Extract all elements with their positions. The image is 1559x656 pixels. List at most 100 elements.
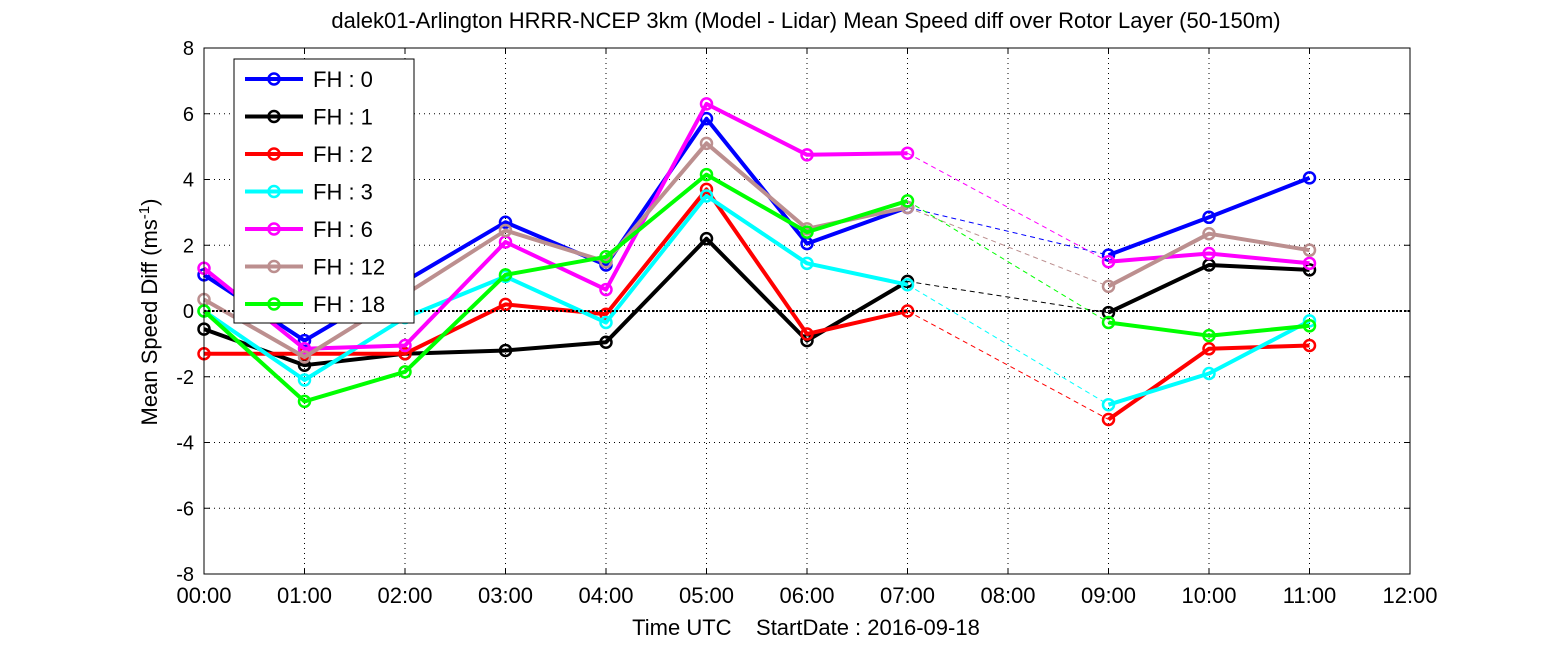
x-tick-label: 07:00 <box>880 583 935 608</box>
legend-label: FH : 12 <box>313 255 385 280</box>
data-point <box>297 373 312 387</box>
data-point <box>398 338 412 353</box>
y-tick-label: -2 <box>176 367 194 389</box>
data-point <box>398 346 412 361</box>
x-tick-label: 08:00 <box>980 583 1035 608</box>
series-line <box>203 141 908 359</box>
y-tick-label: -6 <box>176 498 194 520</box>
legend-marker <box>267 259 281 274</box>
legend-marker <box>267 147 281 161</box>
series-line <box>1107 319 1311 407</box>
data-point <box>498 343 513 358</box>
data-point <box>599 250 613 264</box>
x-axis-ticks: 00:00 01:00 02:00 03:00 04:00 05:00 06:00 07:00… <box>176 48 1438 608</box>
data-point <box>599 335 613 349</box>
y-axis-ticks: -8 -6 -4 -2 0 2 4 6 8 <box>176 38 1410 586</box>
legend-item: FH : 0 <box>245 67 373 92</box>
y-axis-label: Mean Speed Diff (ms-1) <box>136 199 162 426</box>
x-tick-label: 10:00 <box>1181 583 1236 608</box>
data-point <box>599 282 613 297</box>
series-line <box>202 193 908 382</box>
legend-item: FH : 1 <box>245 105 373 130</box>
data-point <box>297 394 312 409</box>
data-point <box>1302 338 1317 353</box>
y-tick-label: 0 <box>183 301 194 323</box>
gap-connectors <box>907 152 1109 420</box>
data-point <box>297 350 312 364</box>
legend-label: FH : 0 <box>313 67 373 92</box>
legend: FH : 0 FH : 1 FH : 2 FH : 3 FH : 6 FH : 12 FH … <box>233 58 415 324</box>
gap-connector <box>907 310 1109 420</box>
y-axis-label-sup: -1 <box>136 206 153 219</box>
data-point <box>1101 397 1116 412</box>
x-tick-label: 00:00 <box>176 583 231 608</box>
data-point <box>900 194 915 208</box>
data-point <box>699 136 714 151</box>
legend-item: FH : 2 <box>245 142 373 167</box>
data-point <box>1202 366 1216 381</box>
legend-item: FH : 6 <box>245 217 373 242</box>
chart-title: dalek01-Arlington HRRR-NCEP 3km (Model -… <box>331 8 1280 33</box>
legend-label: FH : 6 <box>313 217 373 242</box>
x-tick-label: 05:00 <box>679 583 734 608</box>
data-point <box>1302 263 1317 277</box>
data-point <box>1202 342 1216 356</box>
y-axis-label-tail: ) <box>137 199 162 206</box>
legend-label: FH : 1 <box>313 105 373 130</box>
legend-marker <box>267 109 281 124</box>
legend-item: FH : 3 <box>245 180 373 205</box>
x-tick-label: 01:00 <box>277 583 332 608</box>
series-line <box>1107 263 1310 315</box>
data-point <box>699 97 714 111</box>
legend-marker <box>267 72 281 86</box>
data-point <box>900 146 915 160</box>
data-point <box>498 215 513 229</box>
series-line <box>202 172 909 404</box>
y-tick-label: 2 <box>183 235 194 257</box>
data-point <box>599 315 613 330</box>
data-point <box>800 148 814 162</box>
data-point <box>800 327 814 341</box>
x-axis-label: Time UTC StartDate : 2016-09-18 <box>632 615 980 640</box>
data-point <box>498 223 513 238</box>
data-point <box>699 167 714 182</box>
data-point <box>1202 210 1216 225</box>
data-point <box>1101 279 1116 294</box>
y-tick-label: 8 <box>183 38 194 60</box>
x-tick-label: 11:00 <box>1283 583 1336 608</box>
legend-marker <box>267 222 281 236</box>
data-point <box>498 297 513 312</box>
gap-connector <box>907 284 1109 406</box>
legend-label: FH : 2 <box>313 142 373 167</box>
x-tick-label: 06:00 <box>779 583 834 608</box>
data-point <box>1302 171 1317 185</box>
legend-label: FH : 3 <box>313 180 373 205</box>
series-lines <box>197 97 1317 427</box>
data-point <box>699 231 714 246</box>
y-axis-label-main: Mean Speed Diff (ms <box>137 219 162 425</box>
data-point <box>498 268 513 282</box>
data-point <box>1202 328 1216 343</box>
data-point <box>297 342 312 356</box>
y-tick-label: 6 <box>183 104 194 126</box>
x-tick-label: 02:00 <box>377 583 432 608</box>
series-6 <box>197 167 1317 409</box>
data-point <box>1101 412 1116 427</box>
x-tick-label: 09:00 <box>1081 583 1136 608</box>
data-point <box>900 277 915 292</box>
x-tick-label: 03:00 <box>478 583 533 608</box>
data-point <box>1202 246 1216 261</box>
gap-connector <box>907 206 1109 256</box>
series-line <box>1107 231 1310 289</box>
gap-connector <box>907 200 1109 323</box>
series-line <box>1108 251 1310 266</box>
gap-connector <box>907 152 1109 263</box>
legend-marker <box>267 297 281 311</box>
data-point <box>699 111 714 126</box>
x-tick-label: 12:00 <box>1382 583 1437 608</box>
x-tick-label: 04:00 <box>578 583 633 608</box>
y-tick-label: 4 <box>183 170 194 192</box>
series-line <box>1107 176 1311 257</box>
data-point <box>398 365 412 379</box>
